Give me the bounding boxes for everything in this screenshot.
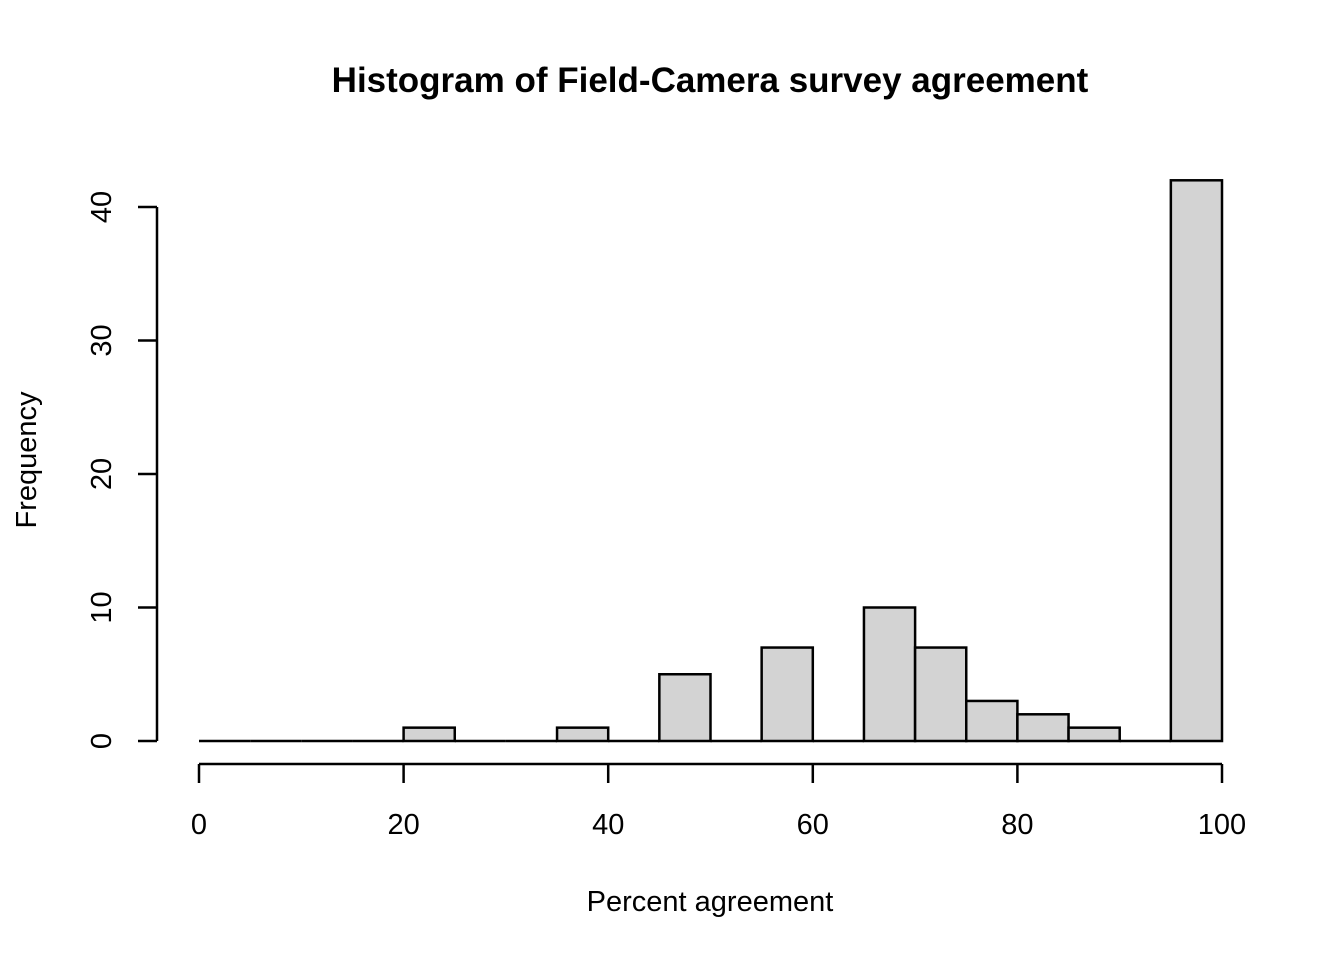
histogram-bar-17	[1067, 726, 1121, 743]
y-tick-label-2: 20	[86, 458, 118, 490]
histogram-bar-13	[862, 606, 917, 743]
x-tick-label-3: 60	[797, 809, 829, 841]
histogram-bar-4	[402, 726, 457, 743]
y-tick-label-4: 40	[86, 191, 118, 223]
y-tick-label-3: 30	[86, 324, 118, 356]
x-tick-label-0: 0	[191, 809, 207, 841]
y-tick-label-1: 10	[86, 591, 118, 623]
chart-title: Histogram of Field-Camera survey agreeme…	[332, 61, 1089, 100]
histogram-bar-11	[760, 646, 815, 743]
y-tick-label-0: 0	[86, 733, 118, 749]
histogram-bar-15	[965, 699, 1019, 743]
x-axis: 0 20 40 60 80 100	[191, 762, 1246, 841]
histogram-bar-7	[555, 726, 610, 743]
histogram-bar-9	[658, 673, 712, 743]
histogram-bar-16	[1016, 713, 1070, 743]
bars-group	[199, 179, 1224, 743]
histogram-bar-14	[913, 646, 968, 743]
histogram-bar-19	[1169, 179, 1224, 743]
x-tick-label-4: 80	[1001, 809, 1033, 841]
y-axis-label: Frequency	[11, 391, 43, 529]
x-tick-label-2: 40	[592, 809, 624, 841]
y-axis: 0 10 20 30 40	[86, 191, 159, 749]
x-axis-label: Percent agreement	[587, 886, 834, 918]
x-tick-label-1: 20	[387, 809, 419, 841]
x-tick-label-5: 100	[1198, 809, 1246, 841]
